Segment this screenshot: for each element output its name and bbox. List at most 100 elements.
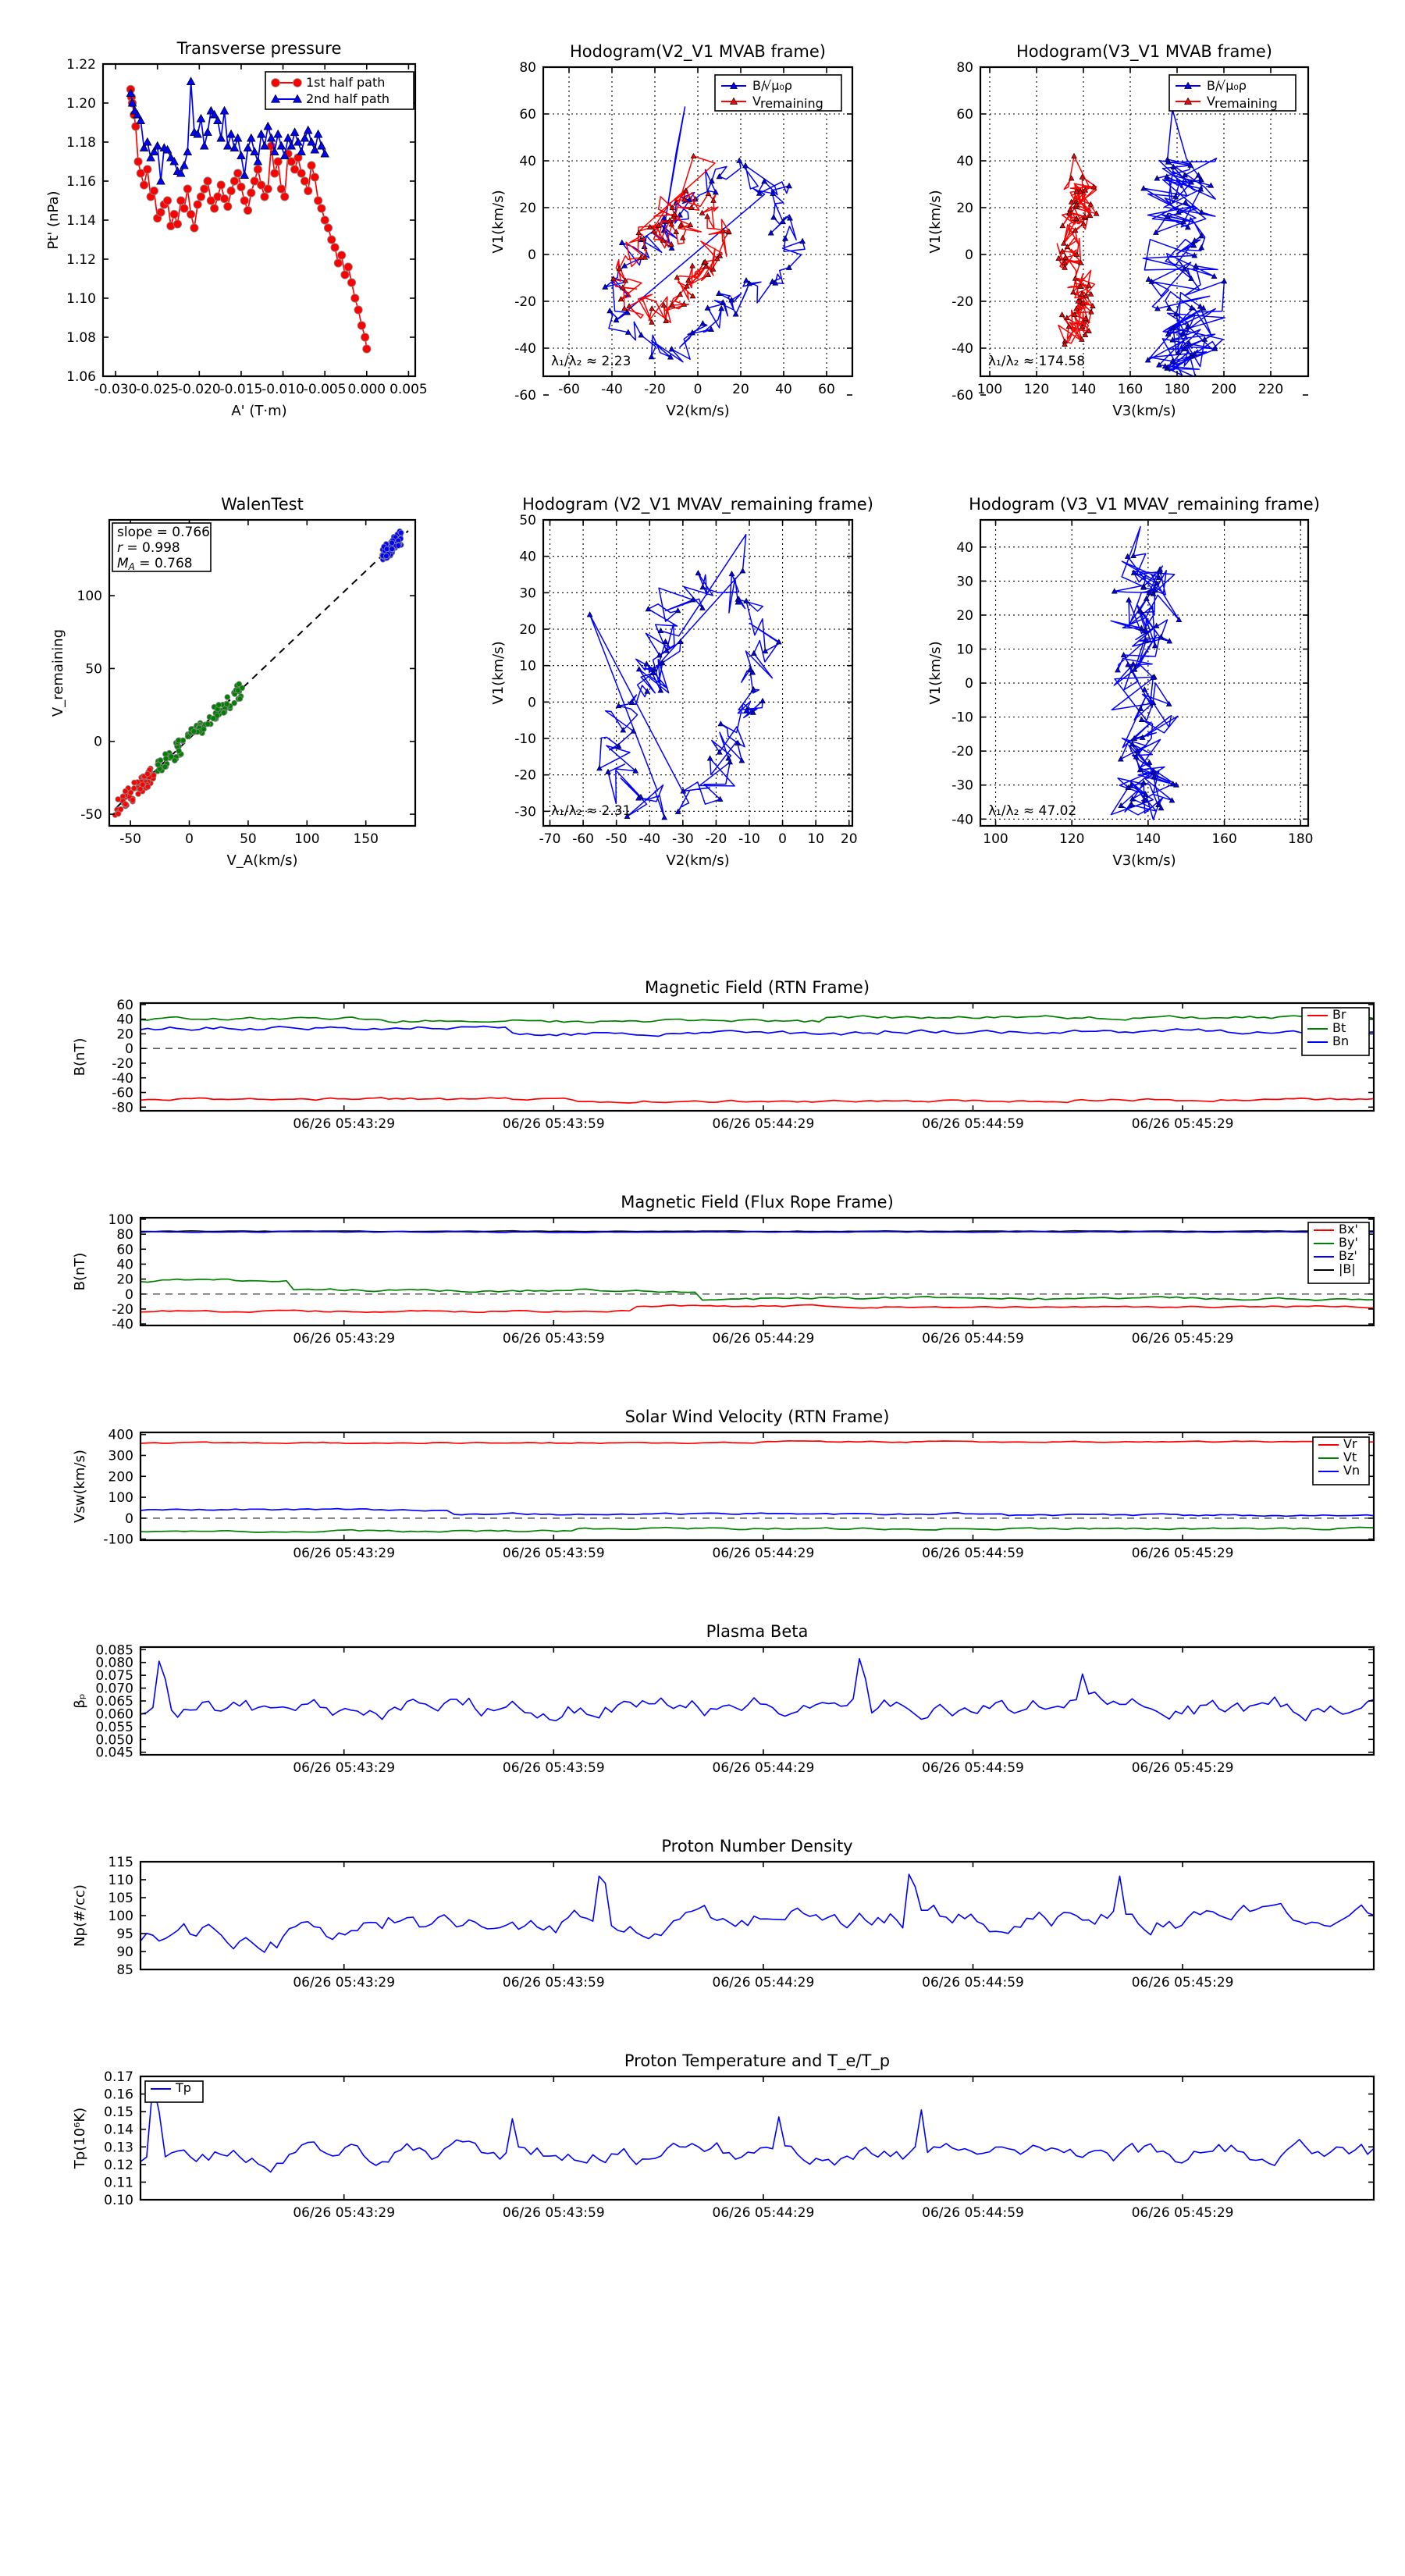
svg-text:200: 200 — [108, 1469, 133, 1485]
svg-text:Hodogram (V2_V1 MVAV_remaining: Hodogram (V2_V1 MVAV_remaining frame) — [522, 495, 873, 514]
svg-text:100: 100 — [108, 1909, 133, 1924]
svg-text:06/26 05:43:29: 06/26 05:43:29 — [293, 1331, 395, 1347]
svg-text:60: 60 — [116, 1242, 133, 1258]
svg-text:40: 40 — [956, 540, 973, 556]
svg-text:1.22: 1.22 — [66, 57, 96, 73]
svg-text:06/26 05:43:29: 06/26 05:43:29 — [293, 1975, 395, 1991]
svg-text:2nd half path: 2nd half path — [306, 91, 389, 106]
svg-text:06/26 05:45:29: 06/26 05:45:29 — [1132, 2205, 1234, 2221]
svg-text:06/26 05:44:29: 06/26 05:44:29 — [713, 1975, 815, 1991]
svg-text:06/26 05:45:29: 06/26 05:45:29 — [1132, 1546, 1234, 1561]
svg-text:0.080: 0.080 — [95, 1656, 133, 1671]
svg-text:100: 100 — [294, 831, 319, 847]
svg-text:40: 40 — [116, 1012, 133, 1028]
svg-text:0: 0 — [778, 831, 787, 847]
svg-text:-30: -30 — [514, 804, 536, 820]
svg-text:40: 40 — [116, 1257, 133, 1272]
svg-text:WalenTest: WalenTest — [221, 495, 304, 514]
svg-text:0.15: 0.15 — [104, 2105, 133, 2120]
svg-text:0: 0 — [694, 382, 702, 397]
svg-text:-40: -40 — [638, 831, 660, 847]
svg-text:-50: -50 — [606, 831, 628, 847]
legend-label: Vr — [1343, 1436, 1357, 1451]
eigenvalue-ratio-annotation: λ₁/λ₂ ≈ 2.31 — [551, 803, 631, 819]
svg-text:A' (T·m): A' (T·m) — [231, 403, 286, 419]
svg-text:0.005: 0.005 — [389, 382, 428, 397]
svg-text:remaining: remaining — [760, 96, 823, 111]
svg-text:B(nT): B(nT) — [72, 1038, 88, 1076]
svg-text:06/26 05:44:59: 06/26 05:44:59 — [922, 2205, 1024, 2221]
svg-text:-50: -50 — [119, 831, 141, 847]
svg-text:0: 0 — [125, 1287, 133, 1303]
svg-text:20: 20 — [841, 831, 858, 847]
svg-text:06/26 05:43:59: 06/26 05:43:59 — [503, 1546, 605, 1561]
svg-text:Solar Wind Velocity (RTN Frame: Solar Wind Velocity (RTN Frame) — [625, 1407, 890, 1426]
legend-label: Br — [1332, 1007, 1346, 1022]
svg-text:V: V — [752, 94, 761, 109]
svg-text:B/: B/ — [1207, 78, 1220, 93]
svg-text:30: 30 — [519, 585, 536, 601]
svg-text:06/26 05:44:59: 06/26 05:44:59 — [922, 1116, 1024, 1132]
svg-text:Plasma Beta: Plasma Beta — [706, 1622, 809, 1641]
legend-label: Tp — [175, 2080, 191, 2095]
svg-text:-20: -20 — [514, 294, 536, 310]
svg-text:Vsw(km/s): Vsw(km/s) — [72, 1450, 88, 1523]
svg-text:80: 80 — [116, 1227, 133, 1243]
svg-text:βₚ: βₚ — [72, 1693, 88, 1708]
svg-text:06/26 05:43:59: 06/26 05:43:59 — [503, 1760, 605, 1776]
svg-text:0.060: 0.060 — [95, 1706, 133, 1722]
svg-text:1.10: 1.10 — [66, 291, 96, 307]
svg-text:06/26 05:45:29: 06/26 05:45:29 — [1132, 1116, 1234, 1132]
svg-text:1.18: 1.18 — [66, 135, 96, 151]
svg-text:300: 300 — [108, 1448, 133, 1464]
svg-text:06/26 05:43:59: 06/26 05:43:59 — [503, 1116, 605, 1132]
svg-text:-0.020: -0.020 — [178, 382, 221, 397]
svg-text:50: 50 — [240, 831, 257, 847]
svg-text:0: 0 — [185, 831, 194, 847]
legend-label: By' — [1339, 1235, 1358, 1250]
svg-text:100: 100 — [983, 831, 1008, 847]
svg-text:0.065: 0.065 — [95, 1694, 133, 1710]
svg-text:200: 200 — [1211, 382, 1236, 397]
svg-text:220: 220 — [1258, 382, 1283, 397]
svg-text:Pt' (nPa): Pt' (nPa) — [45, 190, 62, 249]
svg-text:100: 100 — [977, 382, 1002, 397]
svg-text:V3(km/s): V3(km/s) — [1112, 852, 1176, 869]
svg-text:06/26 05:44:59: 06/26 05:44:59 — [922, 1331, 1024, 1347]
eigenvalue-ratio-annotation: λ₁/λ₂ ≈ 174.58 — [988, 354, 1085, 369]
svg-text:V3(km/s): V3(km/s) — [1112, 403, 1176, 419]
svg-text:80: 80 — [956, 60, 973, 76]
svg-text:06/26 05:43:29: 06/26 05:43:29 — [293, 1760, 395, 1776]
panel-plasma-beta: 06/26 05:43:29 06/26 05:43:59 06/26 05:44:… — [55, 1616, 1375, 1795]
svg-text:-20: -20 — [112, 1056, 133, 1072]
svg-text:0.14: 0.14 — [104, 2122, 133, 2138]
svg-text:105: 105 — [108, 1891, 133, 1906]
svg-text:-0.025: -0.025 — [136, 382, 179, 397]
svg-text:20: 20 — [116, 1272, 133, 1288]
eigenvalue-ratio-annotation: λ₁/λ₂ ≈ 2.23 — [551, 354, 631, 369]
svg-text:-0.015: -0.015 — [220, 382, 263, 397]
svg-text:B(nT): B(nT) — [72, 1253, 88, 1291]
svg-text:0.045: 0.045 — [95, 1745, 133, 1761]
svg-text:-0.010: -0.010 — [261, 382, 304, 397]
svg-text:50: 50 — [519, 513, 536, 528]
svg-text:06/26 05:43:29: 06/26 05:43:29 — [293, 1116, 395, 1132]
svg-text:120: 120 — [1059, 831, 1084, 847]
svg-text:10: 10 — [956, 642, 973, 658]
svg-text:160: 160 — [1211, 831, 1236, 847]
legend-label: Vn — [1343, 1463, 1360, 1478]
svg-text:50: 50 — [85, 661, 102, 677]
legend-label: Bn — [1332, 1034, 1349, 1048]
panel-mag-rtn: 06/26 05:43:29 06/26 05:43:59 06/26 05:44:… — [55, 972, 1375, 1151]
svg-text:0.16: 0.16 — [104, 2087, 133, 2103]
panel-mag-fluxrope: 06/26 05:43:29 06/26 05:43:59 06/26 05:44:… — [55, 1187, 1375, 1366]
svg-text:110: 110 — [108, 1873, 133, 1888]
legend-label: Bx' — [1339, 1222, 1358, 1236]
svg-text:-60: -60 — [951, 388, 973, 404]
panel-proton-temperature: 06/26 05:43:29 06/26 05:43:59 06/26 05:44:… — [55, 2045, 1375, 2240]
svg-text:V1(km/s): V1(km/s) — [490, 641, 507, 704]
svg-text:Tp(10⁶K): Tp(10⁶K) — [72, 2108, 88, 2169]
svg-text:Hodogram(V2_V1 MVAB frame): Hodogram(V2_V1 MVAB frame) — [570, 42, 826, 62]
